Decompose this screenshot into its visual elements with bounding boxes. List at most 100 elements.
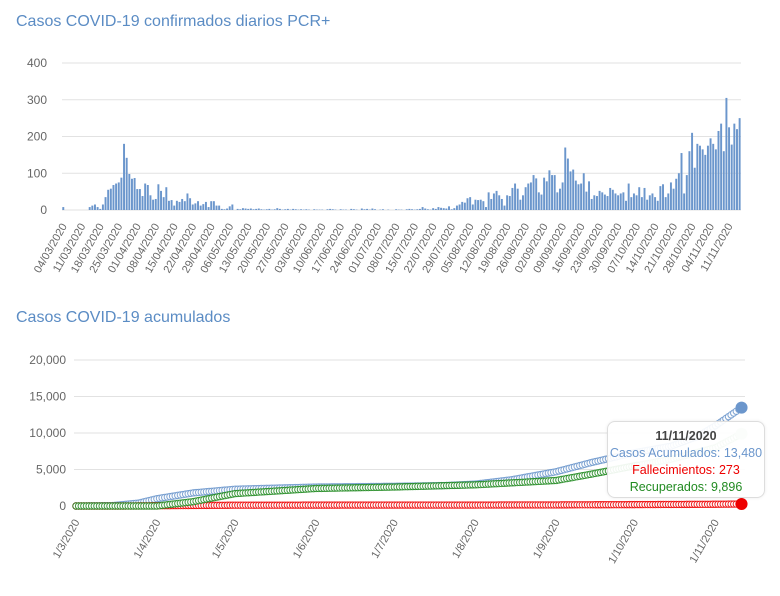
daily-bar — [566, 158, 569, 210]
daily-bar — [255, 208, 258, 210]
daily-bar — [244, 208, 247, 210]
daily-bar — [141, 196, 144, 210]
daily-bar — [654, 197, 657, 210]
daily-bar — [490, 198, 493, 210]
daily-bar — [548, 170, 551, 210]
daily-bar — [664, 197, 667, 210]
cumulative-chart-title: Casos COVID-19 acumulados — [16, 309, 231, 326]
daily-bar — [506, 195, 509, 210]
daily-bar — [445, 208, 448, 210]
daily-bar — [432, 208, 435, 210]
daily-bar — [363, 209, 366, 210]
daily-bar — [360, 208, 363, 210]
daily-bar — [160, 190, 162, 210]
daily-bar — [569, 171, 572, 210]
daily-bar — [223, 209, 226, 210]
daily-bar — [371, 208, 374, 210]
daily-bar — [183, 201, 186, 210]
daily-bar — [101, 204, 104, 210]
daily-bar — [167, 200, 170, 210]
daily-bar — [635, 195, 638, 210]
tooltip-recovered: Recuperados: 9,896 — [629, 480, 743, 494]
daily-bar — [585, 191, 588, 210]
daily-bar — [508, 196, 511, 210]
daily-bar — [545, 181, 548, 210]
y-tick-label: 10,000 — [29, 426, 66, 440]
daily-bar — [551, 175, 554, 210]
daily-bar — [181, 198, 184, 210]
daily-bar — [286, 208, 289, 210]
daily-bar — [426, 209, 429, 210]
daily-bar — [236, 208, 239, 210]
daily-bar — [632, 193, 635, 210]
daily-bar — [535, 178, 538, 210]
daily-bar — [458, 204, 461, 210]
daily-bar — [94, 204, 96, 210]
daily-bar — [582, 173, 585, 210]
daily-bar — [395, 209, 398, 210]
daily-bar — [601, 192, 604, 210]
daily-bar — [646, 199, 649, 210]
daily-bar — [728, 127, 731, 210]
daily-bar — [593, 195, 596, 210]
daily-bar — [128, 173, 131, 210]
daily-bar — [640, 197, 643, 210]
daily-bar — [215, 205, 218, 210]
y-tick-label: 400 — [27, 56, 47, 70]
daily-bar — [437, 207, 440, 210]
daily-bar — [672, 188, 675, 210]
daily-bar — [144, 183, 147, 210]
daily-bar — [133, 178, 136, 210]
x-tick-label: 1/11/2020 — [688, 518, 722, 566]
daily-bar — [709, 138, 712, 210]
daily-bar — [662, 184, 664, 210]
daily-bar — [683, 193, 686, 210]
daily-bar — [88, 207, 91, 210]
daily-bar — [537, 192, 540, 210]
x-tick-label: 1/6/2020 — [291, 518, 323, 561]
daily-bar — [590, 198, 593, 210]
daily-bar — [519, 199, 522, 210]
daily-bar — [247, 208, 250, 210]
daily-bar — [191, 204, 194, 210]
daily-bar — [500, 198, 503, 210]
daily-bar — [466, 198, 469, 210]
daily-bar — [516, 188, 519, 210]
tooltip-deaths: Fallecimientos: 273 — [632, 463, 740, 477]
daily-bar — [278, 208, 281, 210]
daily-bar — [648, 195, 651, 210]
daily-bar — [294, 209, 297, 210]
daily-bar — [170, 200, 173, 210]
daily-bar — [123, 143, 126, 210]
daily-bar — [62, 207, 65, 210]
daily-bar — [381, 209, 384, 210]
daily-bar — [91, 205, 94, 210]
daily-bar — [474, 199, 477, 210]
daily-bar — [352, 209, 355, 210]
daily-bar — [442, 208, 445, 210]
daily-bar — [477, 200, 480, 210]
daily-bar — [603, 194, 606, 210]
daily-bar — [405, 209, 408, 210]
daily-bar — [730, 144, 733, 210]
daily-bar — [138, 189, 141, 210]
daily-bar — [693, 167, 696, 210]
daily-bar — [204, 201, 207, 210]
daily-bar — [619, 193, 622, 210]
daily-bar — [273, 209, 276, 210]
daily-bar — [622, 192, 625, 210]
daily-bar — [178, 201, 181, 210]
daily-bar — [706, 145, 709, 210]
daily-bar — [305, 209, 308, 210]
daily-bar — [656, 200, 659, 210]
daily-bar — [595, 196, 598, 210]
daily-bar — [226, 208, 229, 210]
daily-bar — [527, 183, 530, 210]
y-tick-label: 300 — [27, 93, 47, 107]
daily-bar — [667, 193, 670, 210]
x-tick-label: 1/3/2020 — [51, 518, 83, 561]
daily-bar — [331, 209, 334, 210]
daily-bar — [498, 195, 501, 210]
daily-bar — [736, 129, 738, 210]
daily-bar — [556, 192, 559, 210]
